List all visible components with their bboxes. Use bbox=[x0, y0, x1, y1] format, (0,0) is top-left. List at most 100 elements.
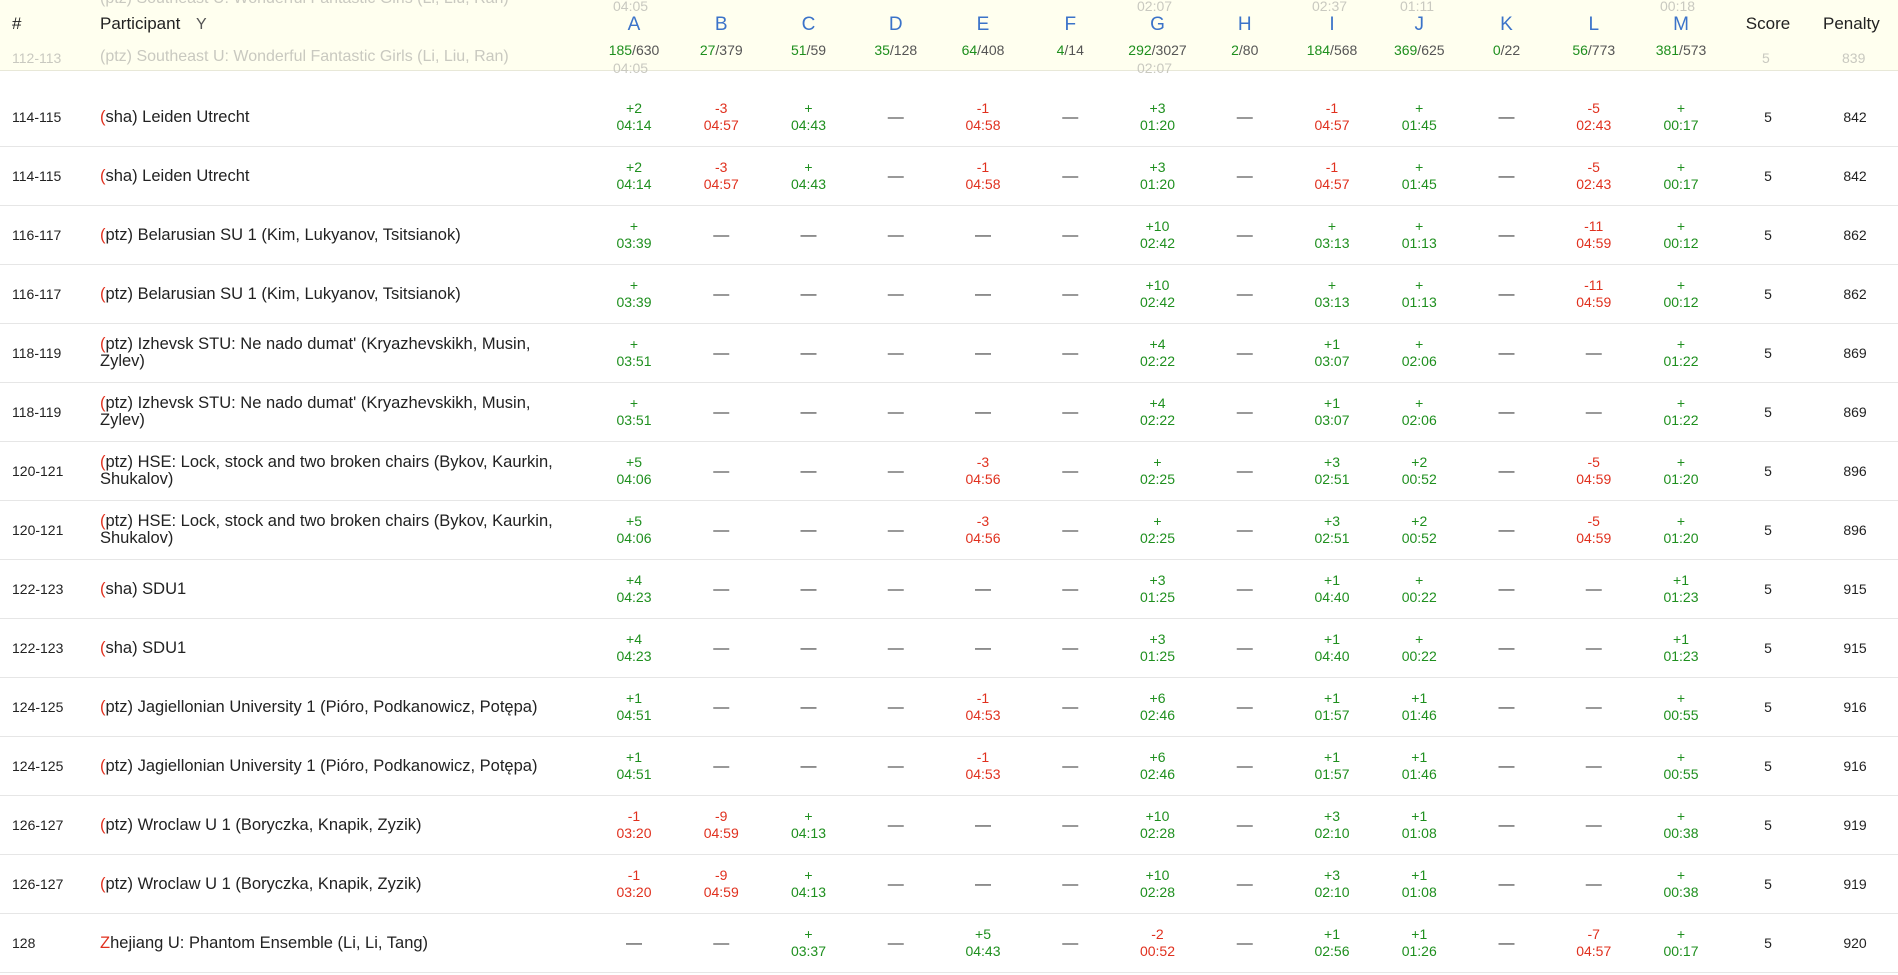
problem-result-a[interactable]: +2 04:14 bbox=[594, 147, 674, 205]
participant-cell[interactable]: (ptz) HSE: Lock, stock and two broken ch… bbox=[100, 442, 570, 500]
participant-name[interactable]: (ptz) Wroclaw U 1 (Boryczka, Knapik, Zyz… bbox=[100, 875, 422, 893]
problem-letter[interactable]: B bbox=[714, 14, 728, 35]
problem-result-i[interactable]: +1 04:40 bbox=[1292, 619, 1372, 677]
problem-result-i[interactable]: +1 04:40 bbox=[1292, 560, 1372, 618]
problem-letter[interactable]: J bbox=[1414, 14, 1425, 35]
participant-name[interactable]: (sha) Leiden Utrecht bbox=[100, 167, 250, 185]
problem-letter[interactable]: L bbox=[1588, 14, 1600, 35]
problem-result-g[interactable]: +6 02:46 bbox=[1118, 678, 1198, 736]
filter-y-icon[interactable]: Y bbox=[196, 16, 207, 33]
table-row[interactable]: 122-123 (sha) SDU1 +4 04:23— — — — — +3 01:25— +1 0… bbox=[0, 619, 1898, 678]
rank-column-header[interactable]: # bbox=[12, 14, 22, 33]
participant-name[interactable]: (ptz) Belarusian SU 1 (Kim, Lukyanov, Ts… bbox=[100, 226, 461, 244]
problem-result-a[interactable]: +4 04:23 bbox=[594, 619, 674, 677]
problem-letter[interactable]: F bbox=[1064, 14, 1077, 35]
problem-result-m[interactable]: +00:55 bbox=[1641, 737, 1721, 795]
problem-result-a[interactable]: +5 04:06 bbox=[594, 501, 674, 559]
problem-result-e[interactable]: -1 04:53 bbox=[943, 678, 1023, 736]
table-row[interactable]: 116-117 (ptz) Belarusian SU 1 (Kim, Lukya… bbox=[0, 206, 1898, 265]
problem-header-f[interactable]: F 4/14 bbox=[1030, 0, 1110, 70]
problem-result-g[interactable]: +02:25 bbox=[1118, 442, 1198, 500]
table-row[interactable]: 128 Zhejiang U: Phantom Ensemble (Li, Li,… bbox=[0, 914, 1898, 973]
problem-result-a[interactable]: +5 04:06 bbox=[594, 442, 674, 500]
problem-letter[interactable]: M bbox=[1673, 14, 1689, 35]
problem-header-g[interactable]: G 292/3027 bbox=[1118, 0, 1198, 70]
problem-result-a[interactable]: +03:39 bbox=[594, 206, 674, 264]
problem-result-a[interactable]: +1 04:51 bbox=[594, 678, 674, 736]
problem-result-j[interactable]: +02:06 bbox=[1379, 383, 1459, 441]
participant-name[interactable]: Zhejiang U: Phantom Ensemble (Li, Li, Ta… bbox=[100, 934, 428, 952]
problem-result-g[interactable]: +02:25 bbox=[1118, 501, 1198, 559]
problem-result-c[interactable]: +03:37 bbox=[769, 914, 849, 972]
problem-result-j[interactable]: +00:22 bbox=[1379, 560, 1459, 618]
problem-header-e[interactable]: E 64/408 bbox=[943, 0, 1023, 70]
penalty-column-header[interactable]: Penalty bbox=[1823, 14, 1880, 33]
problem-result-i[interactable]: +1 02:56 bbox=[1292, 914, 1372, 972]
problem-result-l[interactable]: -5 04:59 bbox=[1554, 501, 1634, 559]
problem-result-i[interactable]: +3 02:10 bbox=[1292, 796, 1372, 854]
problem-result-l[interactable]: -5 02:43 bbox=[1554, 147, 1634, 205]
problem-result-m[interactable]: +00:12 bbox=[1641, 265, 1721, 323]
problem-result-i[interactable]: +1 03:07 bbox=[1292, 324, 1372, 382]
problem-result-i[interactable]: +1 01:57 bbox=[1292, 678, 1372, 736]
problem-result-g[interactable]: +4 02:22 bbox=[1118, 383, 1198, 441]
participant-name[interactable]: (ptz) Izhevsk STU: Ne nado dumat' (Kryaz… bbox=[100, 395, 570, 429]
problem-result-m[interactable]: +1 01:23 bbox=[1641, 560, 1721, 618]
problem-result-m[interactable]: +00:12 bbox=[1641, 206, 1721, 264]
participant-cell[interactable]: (ptz) HSE: Lock, stock and two broken ch… bbox=[100, 501, 570, 559]
table-row[interactable]: 120-121 (ptz) HSE: Lock, stock and two br… bbox=[0, 501, 1898, 560]
problem-result-i[interactable]: +3 02:51 bbox=[1292, 501, 1372, 559]
participant-cell[interactable]: (ptz) Belarusian SU 1 (Kim, Lukyanov, Ts… bbox=[100, 265, 570, 323]
problem-letter[interactable]: D bbox=[888, 14, 903, 35]
problem-result-g[interactable]: +3 01:20 bbox=[1118, 88, 1198, 146]
problem-result-m[interactable]: +00:17 bbox=[1641, 147, 1721, 205]
table-row[interactable]: 124-125 (ptz) Jagiellonian University 1 (… bbox=[0, 737, 1898, 796]
problem-result-i[interactable]: +1 01:57 bbox=[1292, 737, 1372, 795]
problem-letter[interactable]: K bbox=[1500, 14, 1513, 35]
score-column-header[interactable]: Score bbox=[1745, 14, 1791, 33]
problem-result-a[interactable]: +4 04:23 bbox=[594, 560, 674, 618]
problem-result-a[interactable]: +03:51 bbox=[594, 324, 674, 382]
participant-cell[interactable]: (ptz) Wroclaw U 1 (Boryczka, Knapik, Zyz… bbox=[100, 855, 570, 913]
problem-result-c[interactable]: +04:43 bbox=[769, 147, 849, 205]
participant-name[interactable]: (ptz) Jagiellonian University 1 (Pióro, … bbox=[100, 698, 537, 716]
participant-cell[interactable]: (sha) Leiden Utrecht bbox=[100, 147, 570, 205]
problem-result-l[interactable]: -5 04:59 bbox=[1554, 442, 1634, 500]
table-row[interactable]: 120-121 (ptz) HSE: Lock, stock and two br… bbox=[0, 442, 1898, 501]
problem-result-j[interactable]: +1 01:08 bbox=[1379, 855, 1459, 913]
problem-result-i[interactable]: -1 04:57 bbox=[1292, 147, 1372, 205]
problem-result-m[interactable]: +01:20 bbox=[1641, 442, 1721, 500]
problem-header-h[interactable]: H 2/80 bbox=[1205, 0, 1285, 70]
participant-cell[interactable]: (sha) Leiden Utrecht bbox=[100, 88, 570, 146]
problem-result-m[interactable]: +00:17 bbox=[1641, 914, 1721, 972]
problem-result-e[interactable]: -3 04:56 bbox=[943, 442, 1023, 500]
problem-header-a[interactable]: A 185/630 bbox=[594, 0, 674, 70]
participant-cell[interactable]: Zhejiang U: Phantom Ensemble (Li, Li, Ta… bbox=[100, 914, 570, 972]
problem-result-j[interactable]: +1 01:46 bbox=[1379, 678, 1459, 736]
problem-result-b[interactable]: -3 04:57 bbox=[681, 147, 761, 205]
problem-result-g[interactable]: +10 02:28 bbox=[1118, 796, 1198, 854]
problem-result-m[interactable]: +00:17 bbox=[1641, 88, 1721, 146]
problem-result-i[interactable]: +3 02:10 bbox=[1292, 855, 1372, 913]
problem-header-j[interactable]: J 369/625 bbox=[1379, 0, 1459, 70]
problem-result-j[interactable]: +1 01:08 bbox=[1379, 796, 1459, 854]
problem-result-e[interactable]: +5 04:43 bbox=[943, 914, 1023, 972]
problem-result-m[interactable]: +00:38 bbox=[1641, 855, 1721, 913]
problem-result-b[interactable]: -3 04:57 bbox=[681, 88, 761, 146]
participant-cell[interactable]: (ptz) Jagiellonian University 1 (Pióro, … bbox=[100, 678, 570, 736]
problem-result-j[interactable]: +2 00:52 bbox=[1379, 501, 1459, 559]
participant-name[interactable]: (sha) SDU1 bbox=[100, 580, 186, 598]
participant-name[interactable]: (ptz) HSE: Lock, stock and two broken ch… bbox=[100, 513, 570, 547]
problem-result-l[interactable]: -7 04:57 bbox=[1554, 914, 1634, 972]
problem-result-e[interactable]: -1 04:58 bbox=[943, 147, 1023, 205]
problem-letter[interactable]: H bbox=[1237, 14, 1252, 35]
problem-result-a[interactable]: -1 03:20 bbox=[594, 855, 674, 913]
problem-header-m[interactable]: M 381/573 bbox=[1641, 0, 1721, 70]
participant-column-header[interactable]: Participant bbox=[100, 14, 181, 33]
problem-result-l[interactable]: -11 04:59 bbox=[1554, 206, 1634, 264]
problem-result-m[interactable]: +00:38 bbox=[1641, 796, 1721, 854]
problem-result-i[interactable]: +3 02:51 bbox=[1292, 442, 1372, 500]
participant-name[interactable]: (sha) SDU1 bbox=[100, 639, 186, 657]
problem-result-m[interactable]: +01:22 bbox=[1641, 324, 1721, 382]
problem-result-m[interactable]: +01:22 bbox=[1641, 383, 1721, 441]
